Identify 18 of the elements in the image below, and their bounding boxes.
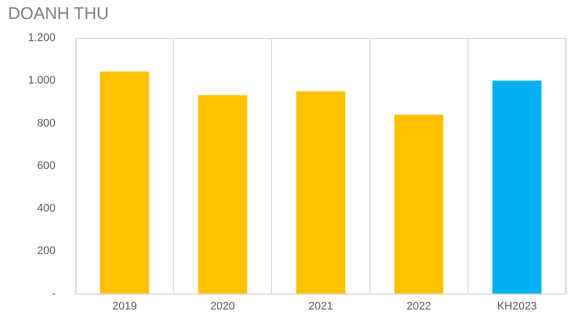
y-tick-label: 200	[37, 245, 56, 258]
bar	[296, 91, 346, 294]
x-tick-label: KH2023	[497, 300, 537, 312]
bar	[198, 95, 248, 294]
x-tick-label: 2020	[210, 300, 235, 312]
y-tick-label: 1.200	[28, 32, 56, 44]
y-tick-label: 1.000	[28, 74, 56, 87]
bar	[492, 80, 542, 294]
x-tick-label: 2021	[308, 300, 334, 312]
y-tick-label: 600	[37, 160, 56, 172]
x-tick-label: 2022	[406, 300, 432, 312]
y-tick-label: 800	[37, 117, 56, 130]
chart-title: DOANH THU	[8, 4, 109, 24]
x-tick-label: 2019	[112, 300, 137, 312]
bar	[394, 114, 444, 294]
y-tick-label: 400	[37, 202, 56, 215]
y-tick-label: -	[52, 288, 56, 300]
bar	[100, 71, 150, 294]
